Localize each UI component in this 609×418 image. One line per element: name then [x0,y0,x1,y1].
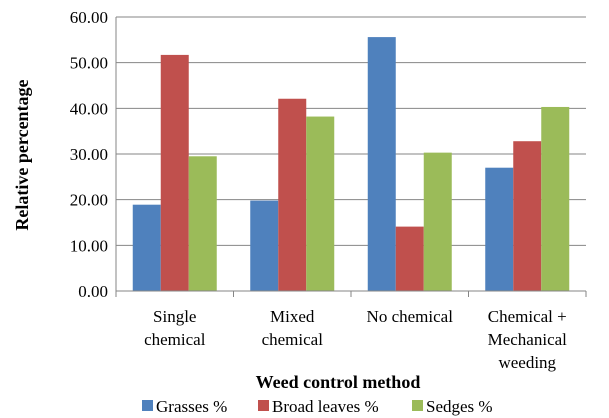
bar-broad-leaves [160,54,189,291]
y-tick-label: 50.00 [70,54,108,73]
bar-broad-leaves [395,226,424,291]
y-tick-label: 60.00 [70,8,108,27]
legend-label: Sedges % [426,397,493,416]
y-axis-title: Relative percentage [12,79,32,230]
bar-sedges [306,116,335,291]
x-category-label: Mechanical [488,330,568,349]
bar-sedges [188,156,217,291]
bar-grasses [250,200,279,291]
y-tick-label: 30.00 [70,145,108,164]
y-tick-label: 40.00 [70,99,108,118]
y-tick-label: 10.00 [70,236,108,255]
bars [132,37,570,291]
bar-broad-leaves [278,98,307,291]
legend: Grasses % Broad leaves % Sedges % [142,397,493,416]
x-category-label: Mixed [270,307,315,326]
x-category-label: chemical [262,330,324,349]
y-tick-label: 0.00 [78,282,108,301]
bar-sedges [541,106,570,291]
x-category-labels: Single chemical Mixed chemical No chemical Ch… [115,291,587,372]
legend-swatch [412,400,423,411]
x-category-label: Chemical + [488,307,567,326]
bar-grasses [485,167,514,291]
y-tick-label: 20.00 [70,191,108,210]
legend-label: Broad leaves % [272,397,379,416]
legend-swatch [258,400,269,411]
x-category-label: chemical [144,330,206,349]
legend-label: Grasses % [156,397,227,416]
x-category-label: No chemical [367,307,454,326]
bar-sedges [423,152,452,291]
x-category-label: weeding [498,353,556,372]
bar-grasses [367,37,396,291]
legend-swatch [142,400,153,411]
y-tick-labels: 0.00 10.00 20.00 30.00 40.00 50.00 60.00 [70,8,108,301]
bar-grasses [132,204,161,291]
bar-broad-leaves [513,141,542,291]
x-axis-title: Weed control method [256,372,421,392]
x-category-label: Single [153,307,196,326]
